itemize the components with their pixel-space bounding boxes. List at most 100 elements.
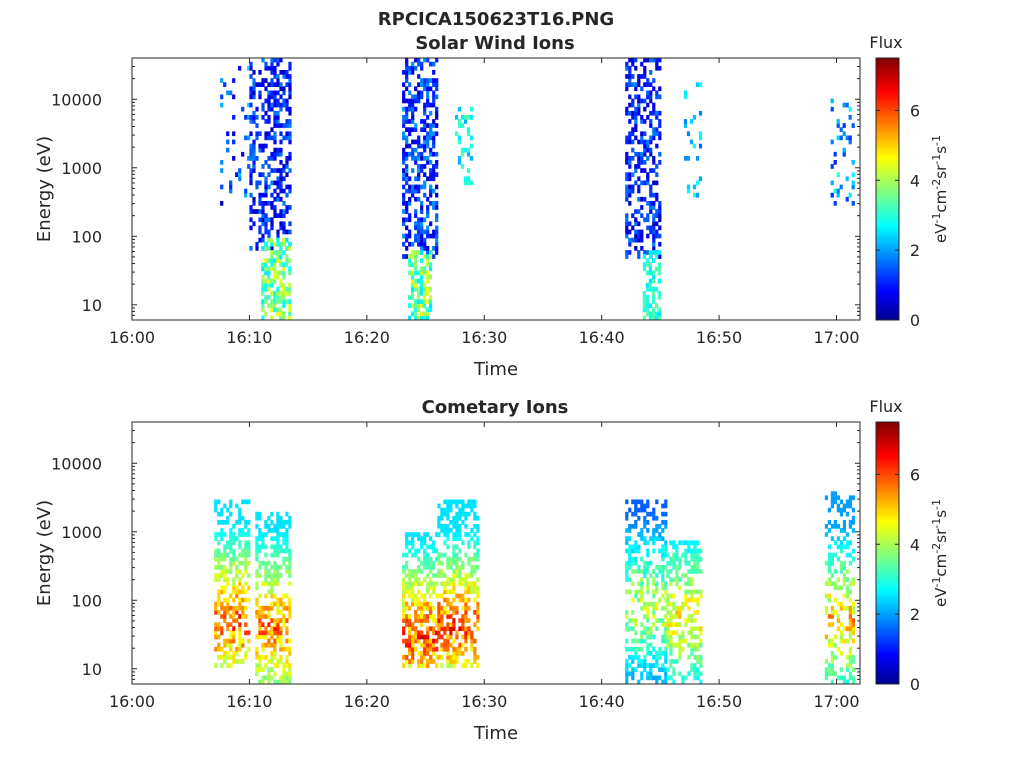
heatmap-cell: [845, 102, 849, 108]
heatmap-cell: [452, 622, 456, 627]
heatmap-cell: [672, 552, 676, 558]
heatmap-cell: [402, 209, 406, 214]
heatmap-cell: [683, 90, 688, 96]
heatmap-cell: [692, 192, 697, 198]
heatmap-cell: [446, 663, 450, 668]
heatmap-cell: [417, 74, 421, 79]
heatmap-cell: [405, 180, 409, 186]
heatmap-cell: [420, 610, 424, 615]
heatmap-cell: [640, 577, 644, 582]
heatmap-cell: [651, 258, 655, 263]
heatmap-cell: [628, 524, 632, 529]
heatmap-cell: [643, 98, 647, 104]
heatmap-cell: [473, 565, 477, 570]
heatmap-cell: [402, 655, 406, 660]
heatmap-cell: [645, 262, 649, 268]
heatmap-cell: [464, 618, 468, 623]
heatmap-cell: [226, 540, 230, 546]
heatmap-cell: [279, 315, 283, 321]
heatmap-cell: [435, 663, 439, 668]
heatmap-cell: [411, 70, 415, 75]
heatmap-cell: [664, 548, 668, 554]
heatmap-cell: [437, 569, 441, 574]
heatmap-cell: [672, 601, 676, 607]
heatmap-cell: [648, 278, 652, 284]
heatmap-cell: [408, 196, 412, 202]
heatmap-cell: [452, 646, 456, 652]
heatmap-cell: [255, 663, 259, 668]
heatmap-cell: [217, 622, 221, 627]
heatmap-cell: [261, 237, 265, 243]
heatmap-cell: [634, 646, 638, 652]
heatmap-cell: [848, 618, 852, 623]
heatmap-cell: [235, 520, 239, 525]
heatmap-cell: [476, 614, 480, 619]
heatmap-cell: [405, 143, 409, 149]
heatmap-cell: [238, 532, 242, 537]
heatmap-cell: [244, 552, 248, 558]
heatmap-cell: [666, 610, 670, 615]
heatmap-cell: [839, 667, 843, 672]
heatmap-cell: [460, 147, 465, 153]
heatmap-cell: [288, 651, 292, 656]
heatmap-cell: [634, 630, 638, 636]
heatmap-cell: [282, 74, 286, 79]
heatmap-cell: [241, 597, 245, 603]
heatmap-cell: [652, 205, 656, 210]
heatmap-cell: [425, 258, 430, 263]
heatmap-cell: [435, 246, 439, 251]
heatmap-cell: [232, 585, 236, 591]
heatmap-cell: [452, 626, 456, 632]
heatmap-cell: [270, 520, 274, 525]
heatmap-cell: [851, 610, 855, 615]
heatmap-cell: [432, 642, 436, 648]
heatmap-cell: [247, 164, 251, 169]
heatmap-cell: [416, 286, 421, 292]
heatmap-cell: [463, 115, 468, 120]
heatmap-cell: [470, 503, 474, 509]
heatmap-cell: [426, 115, 430, 120]
heatmap-cell: [429, 221, 433, 227]
heatmap-cell: [426, 556, 430, 562]
heatmap-cell: [261, 630, 265, 636]
heatmap-cell: [625, 589, 629, 595]
heatmap-cell: [414, 569, 418, 574]
heatmap-cell: [270, 573, 274, 578]
heatmap-cell: [658, 675, 662, 681]
heatmap-cell: [273, 147, 277, 153]
heatmap-cell: [652, 569, 656, 574]
heatmap-cell: [646, 634, 650, 640]
heatmap-cell: [687, 597, 691, 603]
heatmap-cell: [282, 646, 286, 652]
heatmap-cell: [217, 520, 221, 525]
heatmap-cell: [229, 638, 233, 644]
heatmap-cell: [432, 123, 436, 128]
heatmap-cell: [830, 180, 834, 186]
heatmap-cell: [637, 532, 641, 537]
heatmap-cell: [282, 618, 286, 623]
heatmap-cell: [429, 151, 433, 157]
heatmap-cell: [241, 552, 245, 558]
heatmap-cell: [429, 642, 433, 648]
x-tick-label: 17:00: [813, 328, 859, 347]
heatmap-cell: [655, 192, 659, 198]
heatmap-cell: [655, 172, 659, 177]
heatmap-cell: [646, 605, 650, 611]
heatmap-cell: [411, 589, 415, 595]
heatmap-cell: [252, 86, 256, 92]
heatmap-cell: [276, 573, 280, 578]
heatmap-cell: [631, 511, 635, 517]
heatmap-cell: [435, 655, 439, 660]
heatmap-cell: [411, 638, 415, 644]
heatmap-cell: [435, 115, 439, 120]
heatmap-cell: [467, 544, 471, 550]
heatmap-cell: [261, 675, 265, 681]
heatmap-cell: [649, 536, 653, 541]
heatmap-cell: [235, 593, 239, 599]
heatmap-cell: [678, 614, 682, 619]
heatmap-cell: [678, 622, 682, 627]
heatmap-cell: [414, 630, 418, 636]
heatmap-cell: [652, 610, 656, 615]
heatmap-cell: [457, 123, 462, 128]
heatmap-cell: [458, 556, 462, 562]
